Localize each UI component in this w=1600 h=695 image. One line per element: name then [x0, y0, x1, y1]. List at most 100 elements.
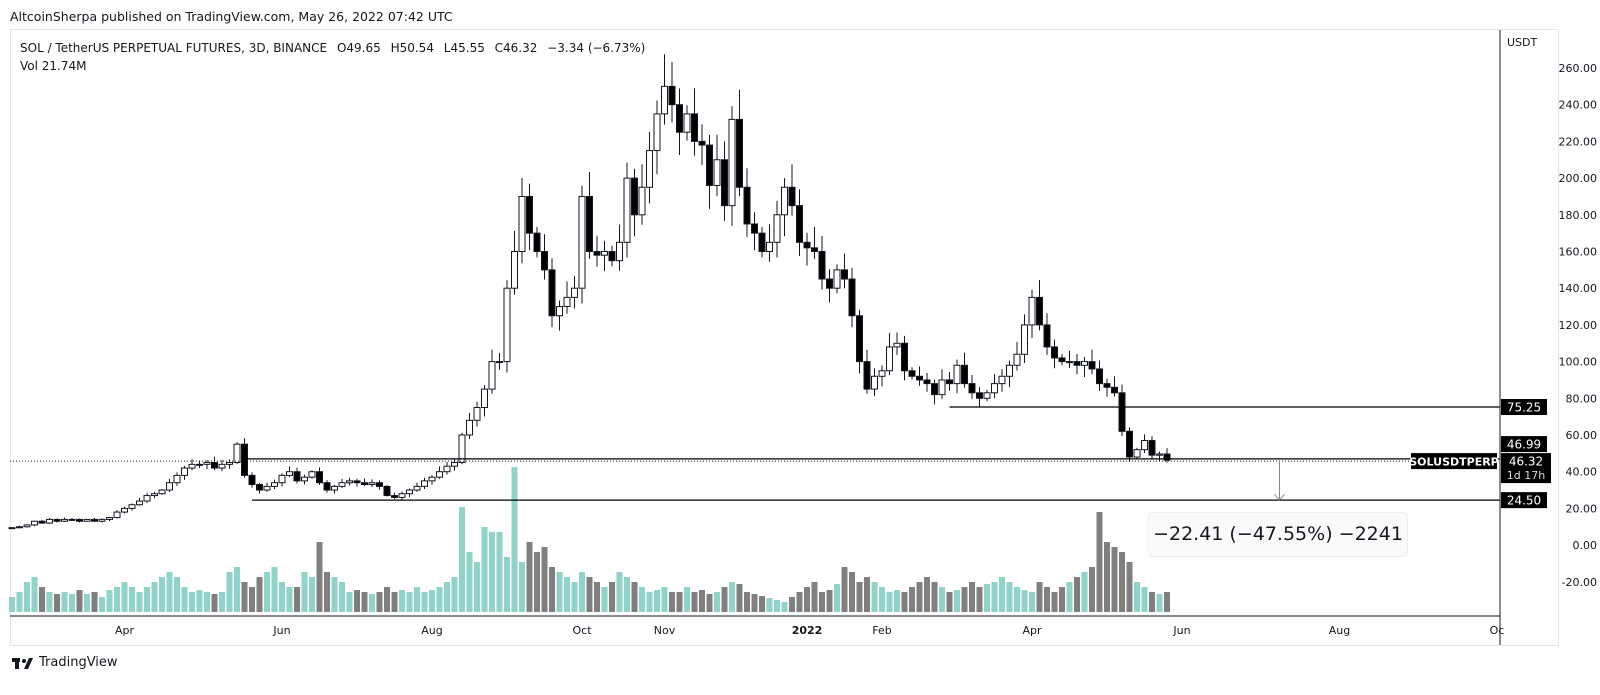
- candle-up: [781, 186, 788, 216]
- volume-bar: [811, 582, 818, 612]
- candle-down: [968, 383, 976, 394]
- volume-bar: [489, 532, 495, 612]
- volume-bar: [721, 587, 728, 612]
- horizontal-lines: [10, 406, 1500, 501]
- volume-bar: [1134, 582, 1140, 612]
- volume-bar: [414, 587, 420, 612]
- volume-bar: [849, 572, 855, 612]
- volume-bar: [1029, 592, 1035, 612]
- time-tick-label: Jun: [272, 624, 290, 637]
- candle-down: [961, 364, 968, 385]
- volume-bar: [106, 590, 113, 612]
- candle-down: [1096, 368, 1103, 385]
- candle-down: [316, 471, 323, 484]
- candles: [8, 54, 1171, 530]
- price-tick-label: -20.00: [1562, 576, 1597, 589]
- price-tick-label: 180.00: [1559, 209, 1598, 222]
- candle-up: [1141, 440, 1148, 451]
- candle-up: [31, 520, 38, 526]
- volume-bar: [1014, 587, 1020, 612]
- volume-bar: [129, 587, 135, 612]
- tradingview-brand[interactable]: TradingView: [12, 655, 118, 670]
- candle-up: [661, 85, 668, 115]
- candle-up: [436, 471, 443, 478]
- candle-down: [1043, 324, 1051, 348]
- candle-down: [631, 177, 638, 216]
- volume-bar: [1126, 562, 1133, 612]
- volume-bar: [931, 582, 938, 612]
- candle-up: [1156, 453, 1163, 456]
- candle-up: [61, 518, 68, 522]
- volume-bar: [1051, 592, 1058, 612]
- candle-up: [226, 462, 233, 465]
- time-axis[interactable]: Apr Jun Aug Oct Nov 2022 Feb Apr Jun Aug Oc: [115, 624, 1504, 637]
- candle-down: [916, 375, 923, 381]
- volume-bar: [1096, 512, 1103, 612]
- volume-bar: [909, 587, 915, 612]
- candle-down: [848, 278, 856, 317]
- volume-bar: [219, 592, 225, 612]
- price-label-text: 75.25: [1507, 401, 1541, 415]
- volume-bar: [481, 527, 488, 612]
- volume-bar: [24, 582, 30, 612]
- volume-bar: [61, 592, 68, 612]
- volume-bar: [256, 577, 263, 612]
- candle-up: [421, 480, 428, 487]
- volume-bar: [406, 592, 413, 612]
- volume-bar: [421, 592, 428, 612]
- legend-volume: Vol 21.74M: [20, 59, 87, 73]
- price-tick-label: 0.00: [1573, 539, 1598, 552]
- candle-up: [203, 462, 211, 465]
- candle-up: [143, 495, 151, 502]
- volume-bar: [121, 582, 128, 612]
- price-axis[interactable]: 260.00 240.00 220.00 200.00 180.00 160.00 140.…: [1559, 62, 1598, 589]
- candle-up: [773, 214, 781, 243]
- candle-up: [833, 269, 841, 289]
- volume-bar: [511, 467, 518, 612]
- volume-bar: [939, 587, 945, 612]
- volume-bar: [571, 582, 578, 612]
- volume-bar: [579, 572, 585, 612]
- volume-bar: [189, 592, 195, 612]
- volume-bar: [991, 582, 998, 612]
- volume-bar: [316, 542, 323, 612]
- volume-bar: [76, 590, 83, 612]
- axis-currency: USDT: [1507, 36, 1538, 49]
- volume-bar: [969, 582, 975, 612]
- volume-bar: [624, 577, 630, 612]
- price-tick-label: 200.00: [1559, 172, 1598, 185]
- price-label-box: [1501, 399, 1547, 416]
- volume-bar: [16, 592, 23, 612]
- volume-bar: [789, 597, 795, 612]
- candle-down: [923, 379, 931, 385]
- volume-bar: [1119, 552, 1125, 612]
- volume-bar: [309, 577, 315, 612]
- candle-up: [886, 346, 893, 372]
- candle-down: [361, 482, 368, 486]
- price-tick-label: 80.00: [1566, 392, 1598, 405]
- candle-down: [526, 195, 533, 234]
- candle-down: [706, 144, 713, 186]
- volume-bar: [151, 582, 158, 612]
- candle-down: [1051, 346, 1058, 359]
- candle-down: [931, 383, 938, 396]
- candle-up: [83, 518, 91, 522]
- volume-bar: [436, 587, 443, 612]
- volume-bar: [361, 592, 368, 612]
- candle-up: [98, 518, 106, 522]
- candle-up: [556, 306, 563, 317]
- volume-bar: [1021, 590, 1028, 612]
- candle-up: [188, 463, 196, 469]
- brand-name: TradingView: [39, 655, 118, 670]
- candle-down: [946, 379, 953, 385]
- volume-bar: [1074, 577, 1080, 612]
- measure-label: −22.41 (−47.55%) −2241: [1148, 512, 1408, 557]
- candle-down: [1148, 440, 1156, 456]
- price-tick-label: 40.00: [1566, 466, 1598, 479]
- volume-bar: [271, 567, 278, 612]
- volume-bar: [226, 572, 233, 612]
- volume-bar: [369, 594, 375, 612]
- volume-bar: [391, 592, 398, 612]
- candle-down: [533, 232, 541, 252]
